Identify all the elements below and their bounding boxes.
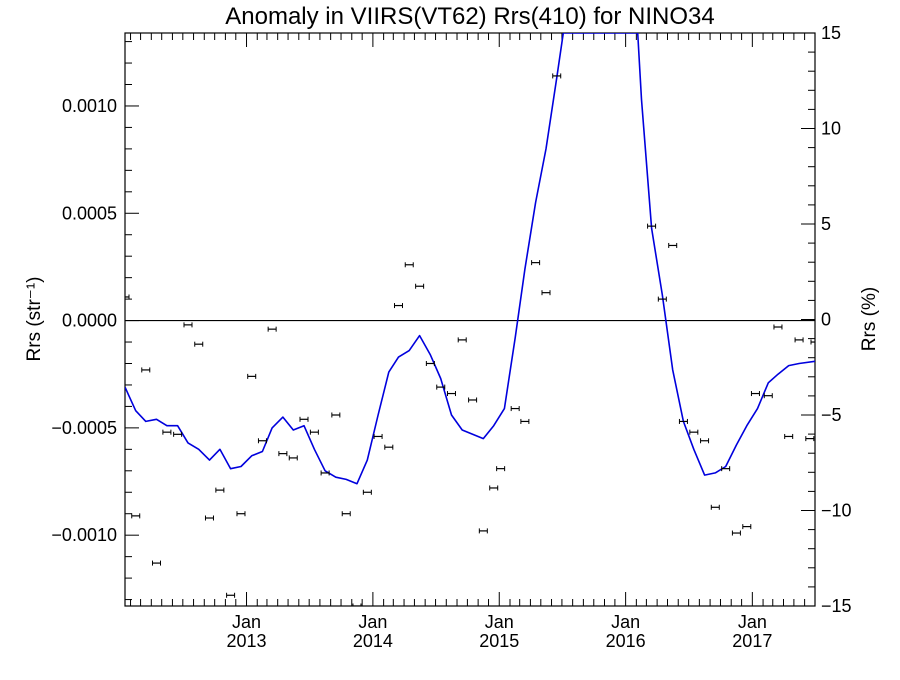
data-point [510,406,520,412]
x-tick-month: Jan [358,612,387,632]
data-point [362,489,372,495]
data-point [794,337,804,343]
data-point [657,296,667,302]
data-point [489,485,499,491]
data-point [700,438,710,444]
data-point [404,262,414,268]
x-tick-year: 2016 [606,631,646,651]
data-point [141,367,151,373]
right-tick-label: 15 [821,23,841,43]
right-tick-label: −15 [821,596,852,616]
data-point [125,294,130,300]
data-point [436,384,446,390]
data-point [784,433,794,439]
left-axis: 0.0010 0.0005 0.0000 −0.0005 −0.0010 [51,41,139,601]
data-point [805,436,815,442]
left-tick-label: 0.0005 [62,203,117,223]
right-tick-label: 10 [821,119,841,139]
data-point [773,324,783,330]
data-point [668,242,678,248]
data-point [226,592,236,598]
data-point [446,391,456,397]
left-tick-label: −0.0005 [51,418,117,438]
x-tick-month: Jan [738,612,767,632]
data-point [162,429,172,435]
data-point [267,326,277,332]
data-point [341,511,351,517]
data-point [520,418,530,424]
x-tick-year: 2014 [353,631,393,651]
data-point [299,416,309,422]
x-tick-year: 2013 [226,631,266,651]
data-point [742,524,752,530]
data-point [352,603,362,606]
series-line [125,33,815,485]
data-point [288,455,298,461]
data-point [763,393,773,399]
data-point [309,429,319,435]
left-tick-label: 0.0000 [62,311,117,331]
y-axis-label-right: Rrs (%) [859,287,880,351]
data-point [678,418,688,424]
data-point [710,504,720,510]
data-point [215,487,225,493]
x-tick-year: 2015 [479,631,519,651]
data-point [541,290,551,296]
data-point [183,322,193,328]
data-point [373,433,383,439]
data-point [689,429,699,435]
x-tick-month: Jan [485,612,514,632]
data-point [721,466,731,472]
data-point [394,303,404,309]
data-point [810,339,815,345]
data-point [750,391,760,397]
data-point [131,513,141,519]
data-point [425,360,435,366]
data-point [496,466,506,472]
y-axis-label-left: Rrs (str⁻¹) [24,277,45,362]
plot-frame [124,32,816,607]
data-point [531,260,541,266]
data-point [731,530,741,536]
right-tick-label: −5 [821,405,842,425]
data-points [125,73,815,606]
data-point [468,397,478,403]
x-tick-month: Jan [611,612,640,632]
data-point [320,470,330,476]
data-point [257,438,267,444]
right-tick-label: 0 [821,310,831,330]
data-point [173,431,183,437]
data-point [415,283,425,289]
chart-title: Anomaly in VIIRS(VT62) Rrs(410) for NINO… [225,3,714,30]
x-tick-year: 2017 [732,631,772,651]
right-axis: 15 10 5 0 −5 −10 −15 [801,23,852,616]
data-point [236,511,246,517]
data-point [478,528,488,534]
data-point [278,451,288,457]
left-tick-label: 0.0010 [62,96,117,116]
data-point [384,444,394,450]
data-point [647,223,657,229]
left-tick-label: −0.0010 [51,525,117,545]
data-point [194,341,204,347]
data-point [331,412,341,418]
data-point [552,73,562,79]
x-tick-month: Jan [232,612,261,632]
right-tick-label: −10 [821,501,852,521]
right-tick-label: 5 [821,214,831,234]
data-point [152,560,162,566]
data-point [457,337,467,343]
data-point [204,515,214,521]
data-point [247,373,257,379]
